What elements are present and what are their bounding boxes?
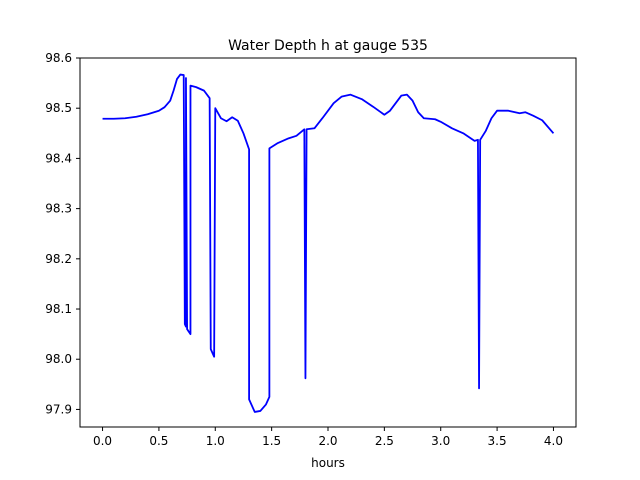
y-tick-label: 98.5	[45, 101, 72, 115]
y-tick-label: 98.6	[45, 51, 72, 65]
x-tick-label: 1.5	[262, 434, 281, 448]
y-axis: 97.9 98.0 98.1 98.2 98.3 98.4 98.5 98.6	[45, 51, 80, 416]
y-tick-label: 98.4	[45, 151, 72, 165]
x-tick-label: 0.0	[93, 434, 112, 448]
x-axis: 0.0 0.5 1.0 1.5 2.0 2.5 3.0 3.5 4.0	[93, 427, 563, 448]
x-tick-label: 4.0	[544, 434, 563, 448]
x-tick-label: 2.0	[318, 434, 337, 448]
chart-title: Water Depth h at gauge 535	[228, 38, 428, 54]
y-tick-label: 98.3	[45, 202, 72, 216]
x-tick-label: 1.0	[206, 434, 225, 448]
plot-area	[102, 73, 555, 413]
x-tick-label: 0.5	[149, 434, 168, 448]
y-tick-label: 97.9	[45, 402, 72, 416]
x-axis-label: hours	[311, 456, 345, 470]
x-tick-label: 3.0	[431, 434, 450, 448]
y-tick-label: 98.1	[45, 302, 72, 316]
y-tick-label: 98.0	[45, 352, 72, 366]
x-tick-label: 2.5	[375, 434, 394, 448]
x-tick-label: 3.5	[488, 434, 507, 448]
y-tick-label: 98.2	[45, 252, 72, 266]
series-line-0	[102, 73, 555, 413]
